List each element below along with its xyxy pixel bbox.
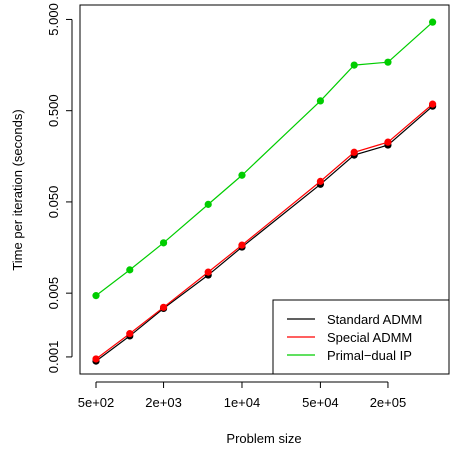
y-tick-label: 0.050 xyxy=(46,186,61,219)
data-point xyxy=(384,58,392,66)
y-axis-title: Time per iteration (seconds) xyxy=(10,109,25,270)
y-tick-label: 0.005 xyxy=(46,277,61,310)
data-point xyxy=(159,303,168,311)
data-point xyxy=(429,18,437,26)
y-tick-label: 0.500 xyxy=(46,94,61,127)
x-tick-label: 5e+04 xyxy=(302,395,339,410)
data-point xyxy=(204,200,212,208)
data-point xyxy=(350,148,358,156)
data-point xyxy=(92,292,100,300)
data-point xyxy=(126,266,134,274)
legend-label: Primal−dual IP xyxy=(327,348,412,363)
data-point xyxy=(429,100,437,108)
data-point xyxy=(316,97,325,105)
y-tick-label: 0.001 xyxy=(46,341,61,374)
data-point xyxy=(316,177,325,185)
plot-frame xyxy=(79,4,450,375)
x-tick-label: 2e+03 xyxy=(145,395,182,410)
data-point xyxy=(159,239,168,247)
series-line xyxy=(95,21,434,297)
data-point xyxy=(238,171,246,179)
x-tick-label: 2e+05 xyxy=(370,395,407,410)
legend-label: Standard ADMM xyxy=(327,312,422,327)
x-tick-label: 1e+04 xyxy=(224,395,261,410)
x-axis-title: Problem size xyxy=(226,431,301,446)
y-tick-label: 5.000 xyxy=(46,3,61,36)
data-point xyxy=(92,355,100,363)
data-point xyxy=(204,268,212,276)
data-point xyxy=(126,330,134,338)
data-point xyxy=(238,241,246,249)
x-tick-label: 5e+02 xyxy=(78,395,115,410)
data-point xyxy=(350,61,358,69)
data-point xyxy=(384,138,392,146)
legend-label: Special ADMM xyxy=(327,330,412,345)
